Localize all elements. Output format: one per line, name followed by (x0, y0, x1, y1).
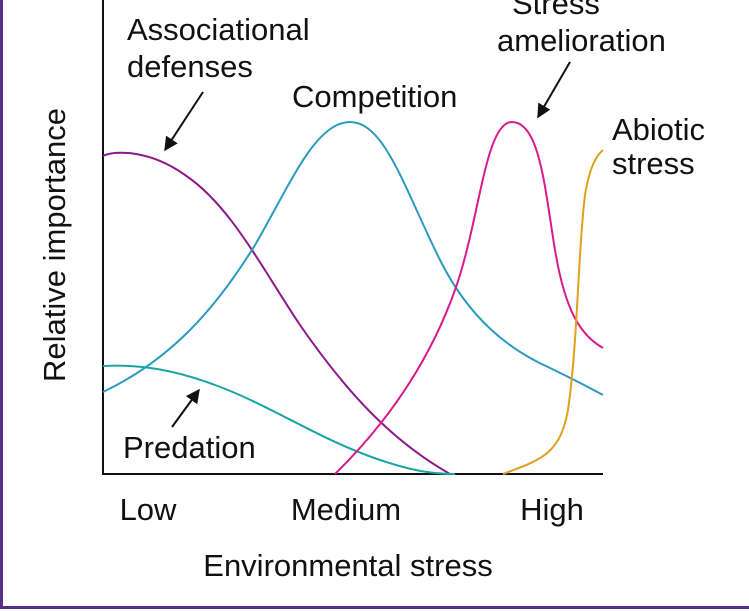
arrow (537, 61, 571, 119)
curve-label: defenses (127, 49, 253, 84)
curve-label: Abiotic (612, 112, 705, 147)
y-axis-label: Relative importance (37, 108, 72, 382)
curve-label: Competition (292, 79, 457, 114)
curve-label: amelioration (497, 23, 666, 58)
x-axis-label: Environmental stress (203, 548, 492, 583)
curve-associational-defenses (102, 151, 451, 475)
curve-label: Stress (512, 0, 600, 21)
curve-label: Predation (123, 430, 256, 465)
curve-stress-amelioration (334, 120, 604, 475)
curve-predation (102, 364, 456, 475)
curve-abiotic-stress (502, 149, 604, 475)
x-category: High (520, 492, 584, 527)
x-category: Low (120, 492, 177, 527)
curve-competition (102, 120, 604, 396)
curve-label: stress (612, 146, 695, 181)
arrow (164, 91, 204, 152)
x-category: Medium (291, 492, 401, 527)
arrow (171, 388, 200, 428)
curve-label: Associational (127, 12, 310, 47)
